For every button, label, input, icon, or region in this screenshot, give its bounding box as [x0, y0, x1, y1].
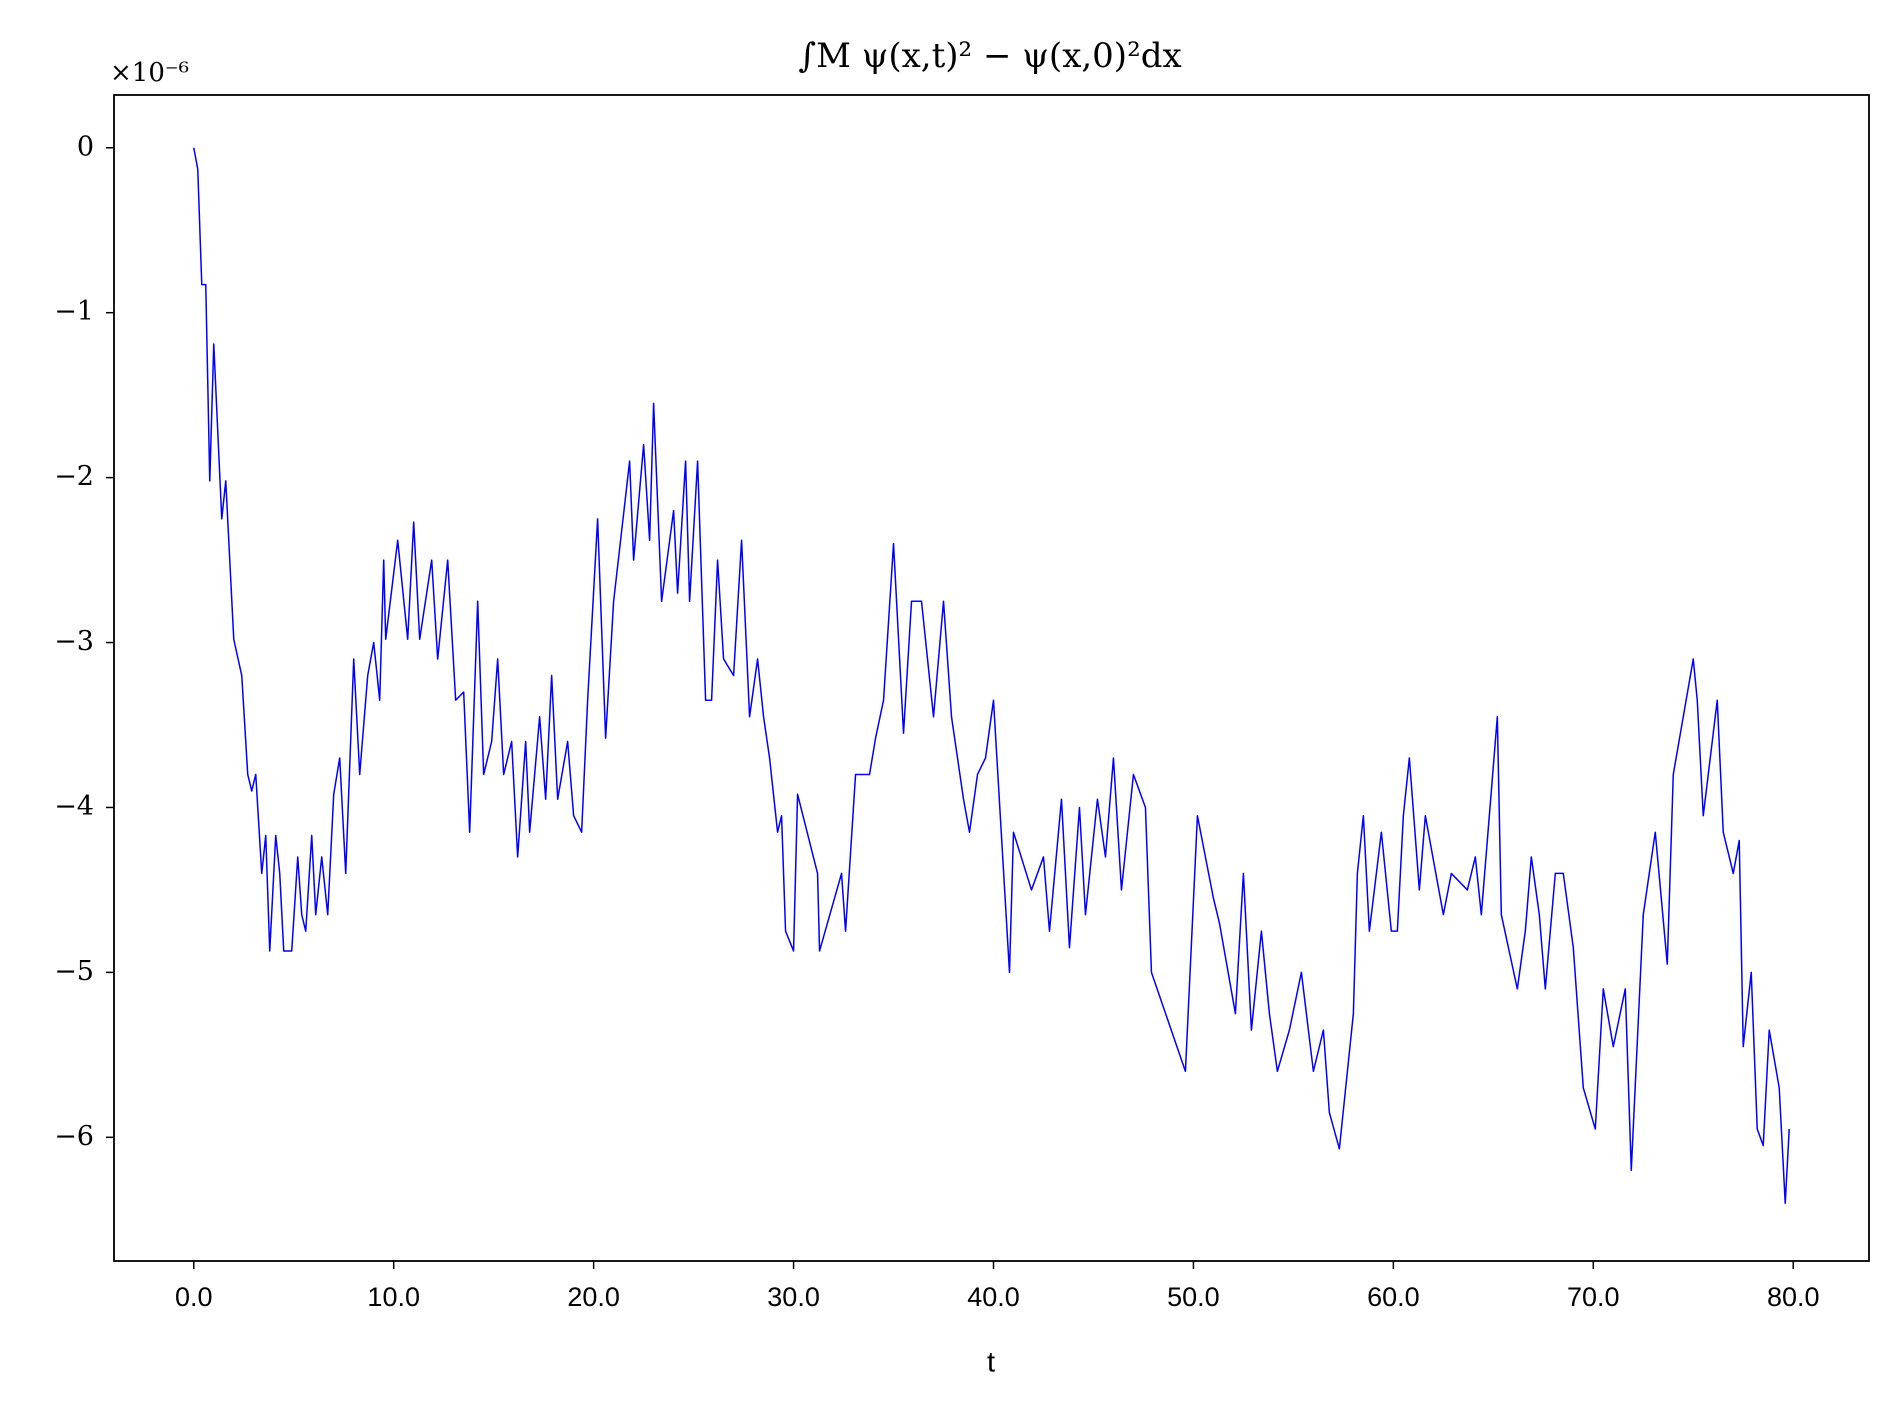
- y-tick-label: −2: [54, 461, 94, 492]
- y-tick-label: −1: [54, 296, 94, 327]
- x-tick-label: 60.0: [1367, 1282, 1420, 1312]
- y-tick-label: −5: [54, 956, 94, 987]
- plot-frame: [113, 94, 1870, 1262]
- x-tick-label: 20.0: [567, 1282, 620, 1312]
- offset-label: ×10⁻⁶: [110, 58, 189, 88]
- x-tick-label: 10.0: [367, 1282, 420, 1312]
- y-tick-label: −4: [54, 791, 94, 822]
- x-tick-label: 40.0: [967, 1282, 1020, 1312]
- chart-title: ∫M ψ(x,t)² − ψ(x,0)²dx: [798, 36, 1181, 76]
- y-tick-label: 0: [77, 131, 94, 162]
- x-tick-label: 80.0: [1767, 1282, 1820, 1312]
- x-tick-label: 50.0: [1167, 1282, 1220, 1312]
- x-tick-label: 30.0: [767, 1282, 820, 1312]
- x-tick-label: 70.0: [1567, 1282, 1620, 1312]
- y-tick-label: −3: [54, 626, 94, 657]
- x-tick-label: 0.0: [175, 1282, 213, 1312]
- x-axis-label: t: [987, 1347, 995, 1379]
- data-line: [193, 147, 1790, 1205]
- y-tick-label: −6: [54, 1121, 94, 1152]
